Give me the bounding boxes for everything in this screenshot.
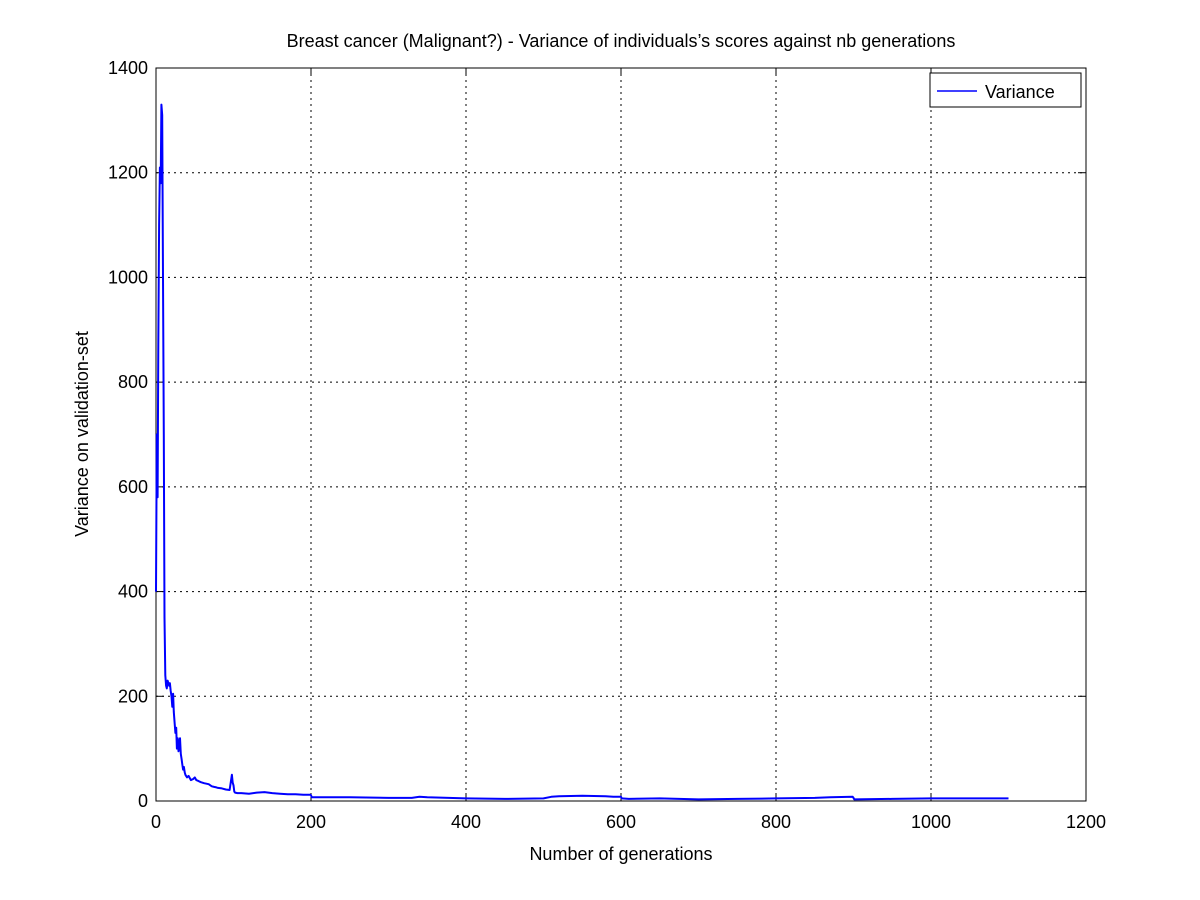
series-line-variance — [155, 103, 1009, 801]
legend-label-variance: Variance — [985, 82, 1055, 102]
x-tick-label: 600 — [606, 812, 636, 832]
x-tick-label: 800 — [761, 812, 791, 832]
chart-title: Breast cancer (Malignant?) - Variance of… — [287, 31, 956, 51]
y-tick-label: 200 — [118, 686, 148, 706]
x-tick-label: 1000 — [911, 812, 951, 832]
y-axis-label: Variance on validation-set — [72, 331, 92, 537]
legend-box — [929, 72, 1082, 108]
axis-ticks — [155, 67, 1087, 802]
x-tick-label: 200 — [296, 812, 326, 832]
x-tick-labels: 0 200 400 600 800 1000 1200 — [151, 812, 1106, 832]
y-tick-label: 1400 — [108, 58, 148, 78]
y-tick-label: 0 — [138, 791, 148, 811]
x-tick-label: 0 — [151, 812, 161, 832]
y-tick-labels: 0 200 400 600 800 1000 1200 1400 — [108, 58, 148, 811]
y-tick-label: 600 — [118, 477, 148, 497]
x-axis-label: Number of generations — [529, 844, 712, 864]
y-tick-label: 1200 — [108, 163, 148, 183]
y-tick-label: 1000 — [108, 267, 148, 287]
grid-lines — [156, 68, 1086, 801]
legend: Variance — [929, 72, 1082, 108]
y-tick-label: 400 — [118, 582, 148, 602]
y-tick-label: 800 — [118, 372, 148, 392]
series-lines — [155, 103, 1009, 801]
x-tick-label: 400 — [451, 812, 481, 832]
x-tick-label: 1200 — [1066, 812, 1106, 832]
